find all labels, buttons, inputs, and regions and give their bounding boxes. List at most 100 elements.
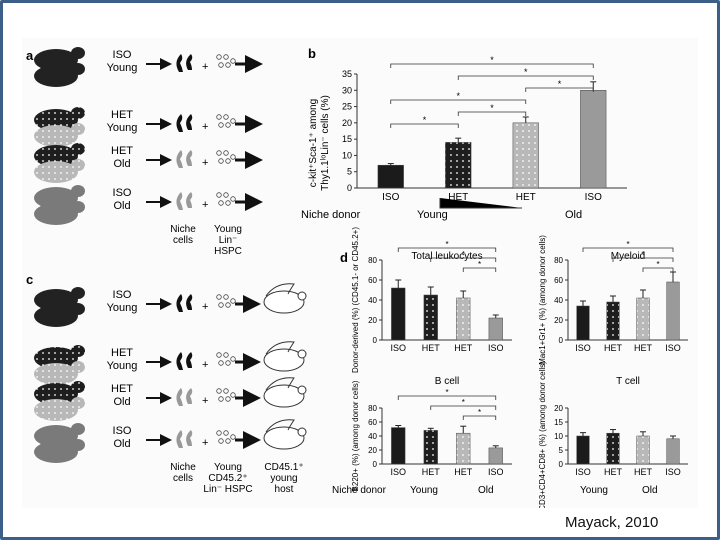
panel-a-niche-3-a — [176, 192, 183, 210]
panel-d-chart-1-bracket-2 — [642, 267, 674, 272]
citation-text: Mayack, 2010 — [565, 514, 659, 531]
panel-b-bar-2 — [512, 122, 539, 189]
panel-a-plus-2: + — [202, 157, 208, 169]
panel-d-chart-2-ytick-label-0: 0 — [373, 460, 378, 469]
panel-d-chart-3-ytick-label-4: 20 — [554, 404, 563, 413]
panel-b-bracket-star-5: * — [423, 115, 427, 125]
panel-c-hspc-3-cell-3 — [225, 438, 231, 444]
panel-c-host-3 — [263, 426, 305, 450]
panel-d-chart-2-bracket-2 — [462, 415, 497, 420]
panel-d-chart-0-bracket-0 — [397, 247, 497, 252]
panel-c-hspc-0-cell-3 — [225, 302, 231, 308]
panel-c-caption-host-1: young — [270, 473, 297, 484]
panel-b-category-3: ISO — [585, 192, 602, 203]
panel-d-chart-0-ytick-label-0: 0 — [373, 336, 378, 345]
panel-a-plus-0: + — [202, 61, 208, 73]
panel-d-chart-1-bracket-star-1: * — [641, 250, 644, 259]
panel-c-host-ear-1 — [297, 349, 307, 359]
panel-d-chart-0-bracket-star-1: * — [462, 250, 465, 259]
panel-a-caption-hspc-0: Young — [214, 224, 242, 235]
panel-a-hspc-1-cell-2 — [218, 122, 224, 128]
panel-c-hspc-1-cell-1 — [223, 352, 229, 358]
panel-c-mouse-ear-1 — [71, 345, 85, 357]
panel-d-chart-1-category-1: HET — [604, 343, 623, 353]
panel-a-hspc-2-cell-1 — [223, 150, 229, 156]
panel-a-caption-hspc-2: HSPC — [214, 246, 242, 257]
panel-c-niche-1-a — [176, 352, 183, 370]
panel-d-chart-2-ytick-label-3: 60 — [368, 418, 377, 427]
panel-c-caption-niche-0: Niche — [170, 462, 196, 473]
panel-d-chart-3-ytick-label-0: 0 — [559, 460, 564, 469]
panel-d-chart-1-ytick-label-0: 0 — [559, 336, 564, 345]
panel-c-row-3-line2: Old — [113, 438, 130, 450]
panel-d-chart-1-category-2: HET — [634, 343, 653, 353]
panel-c-host-ear-0 — [297, 291, 307, 301]
panel-d-charts: Total leukocytes Donor-derived (%) (CD45.… — [351, 227, 688, 511]
panel-a-plus-3: + — [202, 199, 208, 211]
panel-d-chart-2-ytick-label-1: 20 — [368, 446, 377, 455]
panel-d-chart-0-ytick-label-4: 80 — [368, 256, 377, 265]
panel-a-hspc-0-cell-3 — [225, 62, 231, 68]
panel-c-host-2 — [263, 384, 305, 408]
panel-d-chart-0-bar-1 — [423, 294, 438, 341]
panel-d-chart-0-ytick-label-1: 20 — [368, 316, 377, 325]
panel-a-mouse-ear-2 — [71, 143, 85, 155]
panel-d-chart-3-bar-1 — [606, 432, 620, 465]
panel-a-hspc-3-cell-0 — [216, 192, 222, 198]
panel-d-chart-1-bracket-0 — [582, 247, 674, 252]
panel-c-mouse-ear-0 — [71, 287, 85, 299]
panel-b-category-0: ISO — [382, 192, 399, 203]
panel-c-mouse-bottom-2 — [34, 399, 78, 421]
panel-d-chart-2-category-0: ISO — [390, 467, 406, 477]
panel-d-chart-2-bar-2 — [456, 432, 471, 465]
panel-c-hspc-3-cell-2 — [218, 438, 224, 444]
panel-a-hspc-2-cell-2 — [218, 158, 224, 164]
panel-a-hspc-0-cell-1 — [223, 54, 229, 60]
panel-c-hspc-0-cell-0 — [216, 294, 222, 300]
panel-d-chart-0-category-2: HET — [454, 343, 473, 353]
panel-a-caption-niche-1: cells — [173, 235, 193, 246]
panel-d-title-1: Myeloid — [611, 251, 645, 262]
panel-a-mouse-top-0 — [34, 49, 78, 71]
panel-d-chart-2-bar-1 — [423, 430, 438, 465]
panel-a-mouse-top-2 — [34, 145, 78, 167]
panel-d-group-young-left: Young — [410, 485, 438, 496]
panel-c-mouse-top-3 — [34, 425, 78, 447]
panel-d-title-0: Total leukocytes — [411, 251, 482, 262]
panel-c-hspc-2-cell-2 — [218, 396, 224, 402]
panel-a-mouse-ear-0 — [71, 47, 85, 59]
panel-a-hspc-0-cell-0 — [216, 54, 222, 60]
panel-c-hspc-2-cell-1 — [223, 388, 229, 394]
panel-c-row-1-line2: Young — [107, 360, 138, 372]
panel-c-caption-young-2: Lin⁻ HSPC — [203, 484, 252, 495]
panel-b-bar-3 — [580, 90, 607, 189]
panel-d-chart-3-ytick-label-3: 15 — [554, 418, 563, 427]
panel-b-bracket-star-3: * — [456, 91, 460, 101]
panel-d-chart-1-bracket-1 — [612, 257, 674, 262]
panel-b-chart: 0 5 10 15 20 25 30 35 ISO HET HET ISO * * * * * * — [342, 55, 627, 209]
panel-c-host-ear-3 — [297, 427, 307, 437]
panel-c-row-2-line1: HET — [111, 383, 133, 395]
panel-b-bar-0 — [377, 164, 404, 189]
panel-d-chart-0-bracket-star-0: * — [445, 240, 448, 249]
panel-b-ytick-label-3: 15 — [342, 134, 352, 144]
panel-d-chart-1-category-0: ISO — [575, 343, 591, 353]
panel-d-chart-2-category-2: HET — [454, 467, 473, 477]
panel-c-caption-niche-1: cells — [173, 473, 193, 484]
panel-d-chart-0-bar-2 — [456, 297, 471, 341]
panel-b-ytick-label-6: 30 — [342, 85, 352, 95]
panel-c-hspc-0-cell-4 — [230, 298, 236, 304]
panel-d-chart-0-bracket-star-2: * — [478, 260, 481, 269]
panel-c-row-3-line1: ISO — [113, 425, 132, 437]
panel-c-hspc-2-cell-0 — [216, 388, 222, 394]
panel-d-chart-3-ytick-label-1: 5 — [559, 446, 564, 455]
panel-b-bracket-star-2: * — [558, 79, 562, 89]
panel-d-ylabel-2: B220+ (%) (among donor cells) — [351, 380, 360, 491]
panel-b-ytick-label-4: 20 — [342, 118, 352, 128]
panel-d-chart-0-bracket-2 — [462, 267, 497, 272]
panel-d-chart-3-category-2: HET — [634, 467, 653, 477]
panel-b-ylabel-1: c-kit⁺Sca-1⁺ among — [308, 99, 319, 187]
panel-a-hspc-2-cell-3 — [225, 158, 231, 164]
panel-a-row-1-line2: Young — [107, 122, 138, 134]
